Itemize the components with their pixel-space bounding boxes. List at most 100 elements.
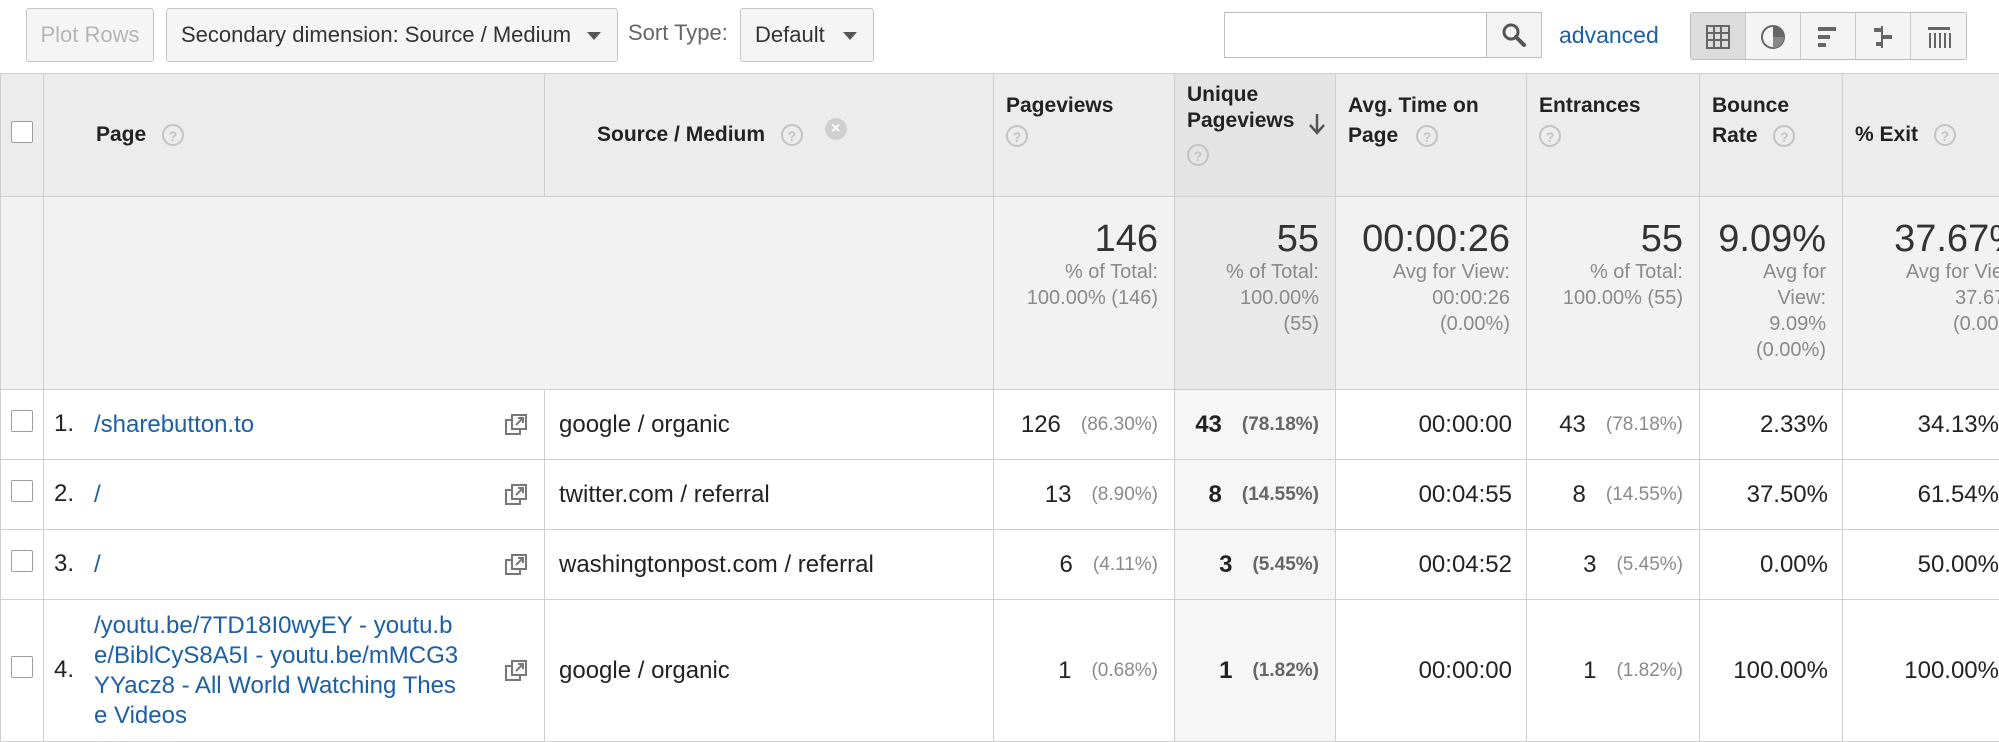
column-header-exit[interactable]: % Exit ? — [1843, 74, 1999, 197]
source-medium-value: google / organic — [559, 657, 730, 684]
row-select-cell — [1, 390, 44, 460]
help-icon[interactable]: ? — [1773, 125, 1795, 147]
avg-time-value: 00:04:55 — [1419, 481, 1512, 508]
pageviews-value: 126 — [1021, 411, 1061, 439]
total-value: 37.67% — [1843, 219, 1999, 259]
performance-view-button[interactable] — [1801, 13, 1856, 60]
help-icon[interactable]: ? — [781, 124, 803, 146]
source-medium-cell: google / organic — [545, 390, 994, 460]
unique-pageviews-percent: (14.55%) — [1242, 484, 1319, 506]
row-checkbox[interactable] — [11, 410, 33, 432]
row-checkbox[interactable] — [11, 550, 33, 572]
pivot-view-icon — [1926, 24, 1952, 50]
column-header-avg-time[interactable]: Avg. Time on Page ? — [1336, 74, 1527, 197]
totals-row: 146 % of Total: 100.00% (146) 55 % of To… — [1, 197, 1999, 390]
avg-time-value: 00:00:00 — [1419, 411, 1512, 438]
unique-pageviews-value: 8 — [1209, 481, 1222, 509]
help-icon[interactable]: ? — [1187, 144, 1209, 166]
totals-spacer — [1, 197, 44, 390]
table-row: 1./sharebutton.to google / organic 126(8… — [1, 390, 1999, 460]
sort-type-label: Sort Type: — [628, 20, 728, 46]
entrances-cell: 3(5.45%) — [1527, 530, 1700, 600]
unique-pageviews-value: 1 — [1219, 657, 1232, 685]
total-caption: (0.00%) — [1336, 311, 1510, 337]
unique-pageviews-cell: 8 (14.55%) — [1175, 460, 1336, 530]
help-icon[interactable]: ? — [1416, 125, 1438, 147]
plot-rows-button[interactable]: Plot Rows — [26, 8, 154, 62]
page-cell: 3./ — [44, 530, 545, 600]
entrances-cell: 1(1.82%) — [1527, 600, 1700, 742]
bounce-rate-cell: 2.33% — [1700, 390, 1843, 460]
help-icon[interactable]: ? — [1934, 124, 1956, 146]
column-label-unique-pageviews-1: Unique — [1187, 82, 1335, 108]
page-link[interactable]: / — [94, 481, 101, 509]
total-bounce-rate: 9.09% Avg for View: 9.09% (0.00%) — [1700, 197, 1843, 390]
row-index: 4. — [44, 656, 94, 684]
pageviews-cell: 13(8.90%) — [994, 460, 1175, 530]
chevron-down-icon — [843, 32, 857, 40]
avg-time-cell: 00:00:00 — [1336, 600, 1527, 742]
external-link-icon[interactable] — [504, 483, 528, 507]
search-icon — [1501, 22, 1527, 48]
total-caption: 37.67% — [1843, 285, 1999, 311]
unique-pageviews-value: 43 — [1195, 411, 1222, 439]
column-header-pageviews[interactable]: Pageviews ? — [994, 74, 1175, 197]
secondary-dimension-dropdown[interactable]: Secondary dimension: Source / Medium — [166, 8, 618, 62]
page-link[interactable]: / — [94, 551, 101, 579]
exit-value: 34.13% — [1918, 411, 1999, 438]
total-caption: 100.00% — [1175, 285, 1319, 311]
advanced-filter-link[interactable]: advanced — [1559, 22, 1659, 49]
total-exit: 37.67% Avg for View: 37.67% (0.00%) — [1843, 197, 1999, 390]
bar-view-icon — [1815, 24, 1841, 50]
sort-type-dropdown[interactable]: Default — [740, 8, 874, 62]
search-button[interactable] — [1486, 12, 1542, 58]
help-icon[interactable]: ? — [162, 124, 184, 146]
pageviews-value: 6 — [1060, 551, 1073, 579]
column-header-entrances[interactable]: Entrances ? — [1527, 74, 1700, 197]
page-link[interactable]: /sharebutton.to — [94, 411, 254, 439]
total-caption: (0.00%) — [1700, 337, 1826, 363]
total-value: 146 — [994, 219, 1158, 259]
total-caption: Avg for View: — [1336, 259, 1510, 285]
column-header-bounce-rate[interactable]: Bounce Rate ? — [1700, 74, 1843, 197]
sort-descending-icon — [1307, 112, 1327, 136]
pageviews-value: 1 — [1058, 657, 1071, 685]
total-caption: Avg for View: — [1843, 259, 1999, 285]
column-label-page: Page — [96, 123, 146, 146]
column-header-source-medium[interactable]: Source / Medium ? × — [545, 74, 994, 197]
pageviews-value: 13 — [1045, 481, 1072, 509]
entrances-value: 43 — [1559, 411, 1586, 439]
avg-time-cell: 00:04:52 — [1336, 530, 1527, 600]
search-input[interactable] — [1224, 12, 1486, 58]
row-checkbox[interactable] — [11, 656, 33, 678]
bounce-rate-value: 100.00% — [1733, 657, 1828, 684]
table-view-button[interactable] — [1691, 13, 1746, 60]
total-caption: % of Total: — [1527, 259, 1683, 285]
remove-dimension-icon[interactable]: × — [825, 118, 847, 140]
total-caption: % of Total: — [1175, 259, 1319, 285]
total-pageviews: 146 % of Total: 100.00% (146) — [994, 197, 1175, 390]
row-select-cell — [1, 530, 44, 600]
select-all-checkbox[interactable] — [11, 121, 33, 143]
help-icon[interactable]: ? — [1006, 125, 1028, 147]
total-value: 55 — [1527, 219, 1683, 259]
pivot-view-button[interactable] — [1911, 13, 1966, 60]
comparison-view-button[interactable] — [1856, 13, 1911, 60]
column-header-page[interactable]: Page ? — [44, 74, 545, 197]
chevron-down-icon — [587, 32, 601, 40]
source-medium-value: google / organic — [559, 411, 730, 438]
help-icon[interactable]: ? — [1539, 125, 1561, 147]
pie-view-button[interactable] — [1746, 13, 1801, 60]
page-link-line: e/BiblCyS8A5I - youtu.be/mMCG3 — [94, 641, 458, 671]
column-header-unique-pageviews[interactable]: Unique Pageviews ? — [1175, 74, 1336, 197]
external-link-icon[interactable] — [504, 659, 528, 683]
row-select-cell — [1, 600, 44, 742]
external-link-icon[interactable] — [504, 413, 528, 437]
unique-pageviews-value: 3 — [1219, 551, 1232, 579]
row-checkbox[interactable] — [11, 480, 33, 502]
total-value: 9.09% — [1700, 219, 1826, 259]
comparison-view-icon — [1870, 24, 1896, 50]
external-link-icon[interactable] — [504, 553, 528, 577]
